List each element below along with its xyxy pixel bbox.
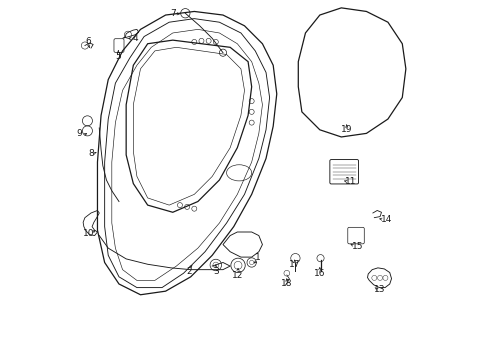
Text: 7: 7 [169,9,175,18]
Text: 19: 19 [340,125,352,134]
Text: 14: 14 [380,215,391,224]
Text: 6: 6 [85,37,91,46]
Text: 9: 9 [77,129,82,138]
Text: 2: 2 [186,267,191,276]
Text: 15: 15 [351,242,363,251]
Text: 16: 16 [313,269,325,278]
Text: 12: 12 [231,270,243,279]
Text: 10: 10 [82,229,94,238]
Text: 3: 3 [212,267,218,276]
Text: 17: 17 [288,260,300,269]
Text: 11: 11 [344,177,355,186]
Text: 5: 5 [115,52,121,61]
Text: 1: 1 [255,253,261,262]
Text: 4: 4 [132,34,138,43]
Text: 8: 8 [88,149,94,158]
Text: 18: 18 [281,279,292,288]
Text: 13: 13 [373,285,385,294]
